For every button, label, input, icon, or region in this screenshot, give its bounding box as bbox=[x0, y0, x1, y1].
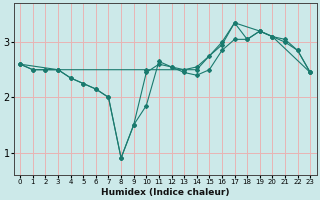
X-axis label: Humidex (Indice chaleur): Humidex (Indice chaleur) bbox=[101, 188, 229, 197]
